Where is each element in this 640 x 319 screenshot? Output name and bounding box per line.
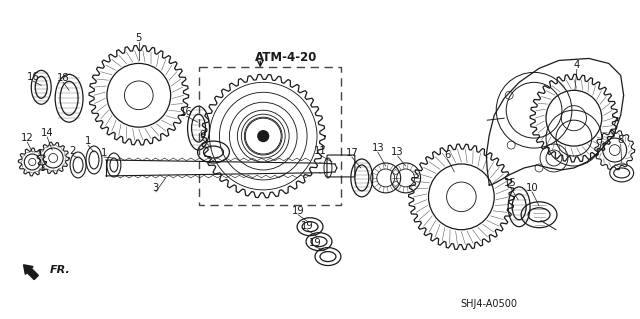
- Text: 2: 2: [69, 146, 76, 156]
- Text: 11: 11: [314, 146, 326, 156]
- Text: ATM-4-20: ATM-4-20: [255, 51, 317, 64]
- Text: 13: 13: [371, 143, 384, 153]
- Text: 16: 16: [27, 72, 40, 82]
- Text: 19: 19: [301, 221, 314, 231]
- Text: 7: 7: [612, 117, 618, 127]
- Text: 1: 1: [85, 136, 92, 146]
- Text: 12: 12: [21, 133, 34, 143]
- Text: 17: 17: [346, 148, 358, 158]
- Text: SHJ4-A0500: SHJ4-A0500: [461, 299, 518, 309]
- Text: 14: 14: [41, 128, 54, 138]
- Text: FR.: FR.: [50, 264, 71, 275]
- Text: 3: 3: [152, 183, 159, 193]
- Text: 9: 9: [199, 130, 205, 140]
- Text: 16: 16: [180, 107, 193, 117]
- FancyArrow shape: [24, 265, 38, 279]
- Text: 18: 18: [57, 73, 69, 83]
- Text: 13: 13: [391, 147, 404, 157]
- Circle shape: [258, 131, 269, 142]
- Text: 4: 4: [573, 60, 580, 70]
- Text: 10: 10: [526, 183, 538, 193]
- Text: 1: 1: [100, 148, 107, 158]
- Text: 6: 6: [444, 150, 451, 160]
- Text: 15: 15: [504, 178, 516, 188]
- Text: 5: 5: [136, 33, 142, 42]
- Text: 19: 19: [308, 238, 321, 248]
- Text: 19: 19: [292, 206, 305, 216]
- Text: 8: 8: [618, 135, 624, 145]
